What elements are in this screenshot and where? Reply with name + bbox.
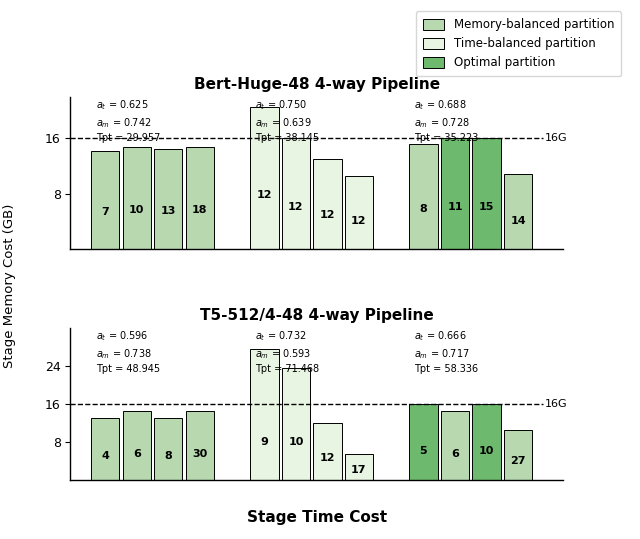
Bar (154, 149, 182, 249)
Text: 12: 12 (351, 216, 367, 226)
Title: Bert-Huge-48 4-way Pipeline: Bert-Huge-48 4-way Pipeline (194, 77, 440, 92)
Text: $a_t$ = 0.732
$a_m$ = 0.593
Tpt = 71.468: $a_t$ = 0.732 $a_m$ = 0.593 Tpt = 71.468 (255, 329, 319, 374)
Text: 12: 12 (319, 210, 335, 220)
Text: Stage Memory Cost (GB): Stage Memory Cost (GB) (3, 204, 16, 368)
Text: 10: 10 (479, 446, 494, 456)
Text: 17: 17 (351, 465, 367, 475)
Text: 15: 15 (479, 202, 494, 212)
Bar (282, 139, 310, 249)
Text: 10: 10 (129, 205, 145, 215)
Text: 18: 18 (192, 205, 207, 215)
Text: 9: 9 (260, 437, 268, 447)
Text: Stage Time Cost: Stage Time Cost (247, 510, 387, 525)
Bar (91, 418, 120, 480)
Bar (282, 368, 310, 480)
Text: 16G: 16G (545, 134, 568, 143)
Text: $a_t$ = 0.688
$a_m$ = 0.728
Tpt = 35.223: $a_t$ = 0.688 $a_m$ = 0.728 Tpt = 35.223 (415, 99, 479, 143)
Text: 30: 30 (192, 448, 207, 459)
Text: 7: 7 (101, 206, 109, 217)
Text: $a_t$ = 0.666
$a_m$ = 0.717
Tpt = 58.336: $a_t$ = 0.666 $a_m$ = 0.717 Tpt = 58.336 (415, 329, 479, 374)
Bar (91, 151, 120, 249)
Title: T5-512/4-48 4-way Pipeline: T5-512/4-48 4-way Pipeline (200, 308, 434, 322)
Text: $a_t$ = 0.625
$a_m$ = 0.742
Tpt = 29.957: $a_t$ = 0.625 $a_m$ = 0.742 Tpt = 29.957 (96, 99, 161, 143)
Bar (504, 430, 532, 480)
Bar (186, 147, 214, 249)
Bar (154, 418, 182, 480)
Bar (472, 139, 500, 249)
Bar (345, 454, 373, 480)
Bar (409, 144, 438, 249)
Text: 12: 12 (288, 202, 303, 212)
Bar (123, 147, 151, 249)
Bar (123, 411, 151, 480)
Bar (504, 174, 532, 249)
Bar (313, 159, 342, 249)
Bar (472, 404, 500, 480)
Legend: Memory-balanced partition, Time-balanced partition, Optimal partition: Memory-balanced partition, Time-balanced… (416, 11, 621, 76)
Bar (313, 423, 342, 480)
Bar (186, 411, 214, 480)
Text: 27: 27 (510, 456, 525, 466)
Text: 13: 13 (161, 206, 176, 216)
Text: 5: 5 (420, 446, 428, 456)
Bar (250, 107, 278, 249)
Bar (345, 176, 373, 249)
Bar (250, 349, 278, 480)
Bar (409, 404, 438, 480)
Text: 16G: 16G (545, 399, 568, 409)
Text: 12: 12 (257, 190, 272, 200)
Text: 8: 8 (420, 204, 428, 214)
Text: 6: 6 (451, 448, 459, 459)
Text: 10: 10 (288, 437, 303, 447)
Text: 8: 8 (164, 451, 172, 461)
Text: 12: 12 (319, 453, 335, 463)
Text: $a_t$ = 0.596
$a_m$ = 0.738
Tpt = 48.945: $a_t$ = 0.596 $a_m$ = 0.738 Tpt = 48.945 (96, 329, 161, 374)
Text: 4: 4 (101, 451, 109, 461)
Bar (441, 411, 469, 480)
Text: 14: 14 (510, 216, 526, 225)
Text: 6: 6 (133, 448, 141, 459)
Text: $a_t$ = 0.750
$a_m$ = 0.639
Tpt = 38.145: $a_t$ = 0.750 $a_m$ = 0.639 Tpt = 38.145 (255, 99, 319, 143)
Bar (441, 139, 469, 249)
Text: 11: 11 (447, 202, 463, 212)
